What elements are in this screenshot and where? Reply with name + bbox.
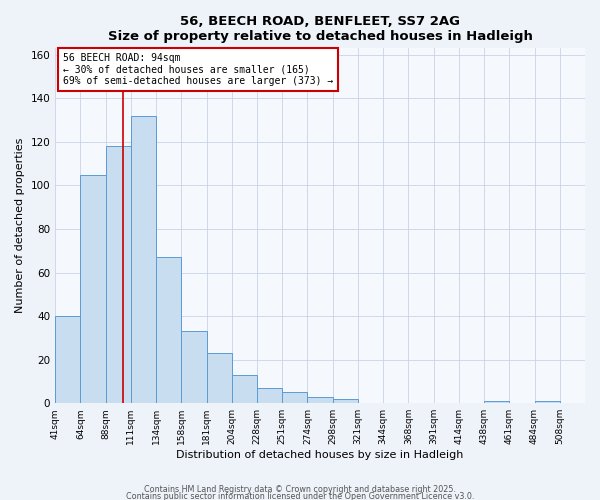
Bar <box>80 174 106 403</box>
Bar <box>535 401 560 403</box>
Bar <box>131 116 156 403</box>
Text: Contains public sector information licensed under the Open Government Licence v3: Contains public sector information licen… <box>126 492 474 500</box>
Bar <box>484 401 509 403</box>
Text: 56 BEECH ROAD: 94sqm
← 30% of detached houses are smaller (165)
69% of semi-deta: 56 BEECH ROAD: 94sqm ← 30% of detached h… <box>63 52 333 86</box>
Bar <box>181 332 206 403</box>
Bar <box>206 353 232 403</box>
Text: Contains HM Land Registry data © Crown copyright and database right 2025.: Contains HM Land Registry data © Crown c… <box>144 486 456 494</box>
Bar <box>232 375 257 403</box>
Bar <box>156 258 181 403</box>
Bar <box>332 399 358 403</box>
Title: 56, BEECH ROAD, BENFLEET, SS7 2AG
Size of property relative to detached houses i: 56, BEECH ROAD, BENFLEET, SS7 2AG Size o… <box>107 15 533 43</box>
X-axis label: Distribution of detached houses by size in Hadleigh: Distribution of detached houses by size … <box>176 450 464 460</box>
Bar <box>307 396 332 403</box>
Bar <box>55 316 80 403</box>
Y-axis label: Number of detached properties: Number of detached properties <box>15 138 25 314</box>
Bar <box>106 146 131 403</box>
Bar <box>257 388 282 403</box>
Bar <box>282 392 307 403</box>
